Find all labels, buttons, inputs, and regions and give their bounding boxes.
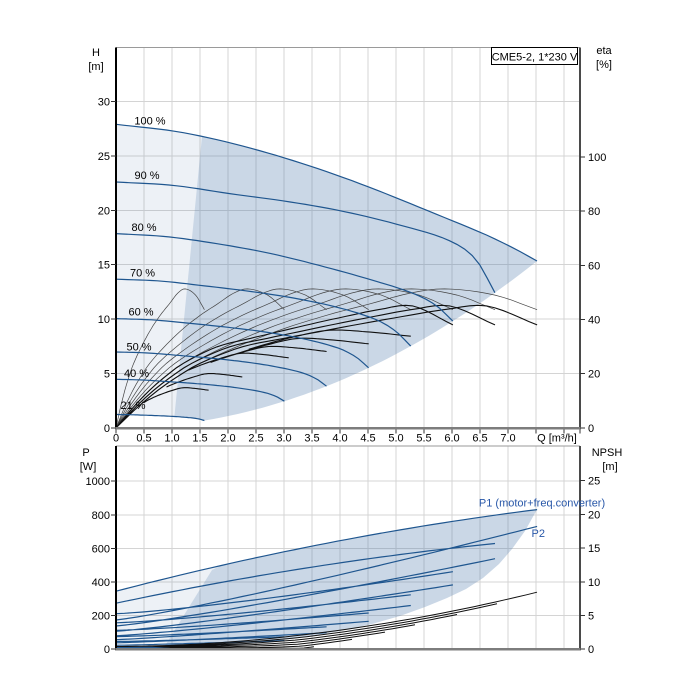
svg-text:30: 30: [98, 97, 110, 109]
svg-text:3.0: 3.0: [276, 433, 291, 445]
svg-text:6.5: 6.5: [472, 433, 487, 445]
svg-text:100: 100: [588, 152, 606, 164]
svg-text:CME5-2, 1*230 V: CME5-2, 1*230 V: [492, 52, 578, 64]
svg-text:60: 60: [588, 260, 600, 272]
svg-text:21 %: 21 %: [120, 400, 145, 412]
svg-text:6.0: 6.0: [444, 433, 459, 445]
svg-text:90 %: 90 %: [134, 170, 159, 182]
svg-text:4.0: 4.0: [332, 433, 347, 445]
svg-text:200: 200: [92, 611, 110, 623]
svg-text:7.0: 7.0: [500, 433, 515, 445]
svg-text:0: 0: [104, 644, 110, 656]
svg-text:eta: eta: [596, 45, 612, 57]
svg-text:25: 25: [98, 151, 110, 163]
svg-text:0: 0: [113, 433, 119, 445]
svg-text:[W]: [W]: [80, 461, 97, 473]
svg-text:5.5: 5.5: [416, 433, 431, 445]
svg-text:1.5: 1.5: [192, 433, 207, 445]
svg-text:600: 600: [92, 543, 110, 555]
svg-text:20: 20: [98, 205, 110, 217]
svg-text:P2: P2: [532, 528, 545, 540]
svg-text:15: 15: [588, 543, 600, 555]
svg-text:H: H: [92, 47, 100, 59]
svg-text:P: P: [82, 447, 89, 459]
svg-text:50 %: 50 %: [126, 342, 151, 354]
svg-text:5.0: 5.0: [388, 433, 403, 445]
svg-text:[m]: [m]: [602, 461, 617, 473]
svg-text:10: 10: [588, 577, 600, 589]
svg-text:1.0: 1.0: [164, 433, 179, 445]
svg-text:2.0: 2.0: [220, 433, 235, 445]
svg-text:0.5: 0.5: [136, 433, 151, 445]
svg-text:[%]: [%]: [596, 59, 612, 71]
svg-text:1000: 1000: [86, 476, 110, 488]
svg-text:0: 0: [104, 423, 110, 435]
svg-text:80: 80: [588, 206, 600, 218]
svg-text:25: 25: [588, 476, 600, 488]
svg-text:[m]: [m]: [88, 61, 103, 73]
svg-text:100 %: 100 %: [134, 116, 165, 128]
svg-text:NPSH: NPSH: [592, 447, 623, 459]
svg-text:3.5: 3.5: [304, 433, 319, 445]
svg-text:80 %: 80 %: [131, 222, 156, 234]
svg-text:10: 10: [98, 314, 110, 326]
svg-text:15: 15: [98, 260, 110, 272]
svg-text:60 %: 60 %: [128, 306, 153, 318]
svg-text:40: 40: [588, 315, 600, 327]
svg-text:Q [m³/h]: Q [m³/h]: [537, 433, 577, 445]
svg-text:70 %: 70 %: [130, 268, 155, 280]
svg-text:0: 0: [588, 644, 594, 656]
svg-text:0: 0: [588, 423, 594, 435]
svg-text:P1 (motor+freq.converter): P1 (motor+freq.converter): [479, 498, 605, 510]
svg-text:2.5: 2.5: [248, 433, 263, 445]
svg-text:800: 800: [92, 510, 110, 522]
svg-text:20: 20: [588, 369, 600, 381]
svg-text:40 %: 40 %: [124, 368, 149, 380]
svg-text:4.5: 4.5: [360, 433, 375, 445]
svg-text:5: 5: [104, 369, 110, 381]
svg-text:400: 400: [92, 577, 110, 589]
svg-text:20: 20: [588, 509, 600, 521]
svg-text:5: 5: [588, 611, 594, 623]
